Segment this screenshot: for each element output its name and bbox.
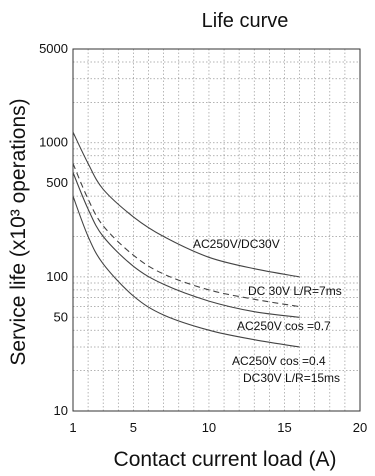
series-line-1 bbox=[72, 131, 300, 278]
grid-lines bbox=[72, 49, 361, 411]
annotation-dc30v-lr15ms: DC30V L/R=15ms bbox=[243, 371, 340, 385]
annotation-ac250v-cos07: AC250V cos =0.7 bbox=[237, 319, 331, 333]
series-line-2 bbox=[72, 163, 300, 308]
y-tick-labels: 10 50 100 500 1000 5000 bbox=[39, 41, 68, 418]
y-tick-label: 500 bbox=[46, 175, 68, 190]
x-tick-label: 10 bbox=[202, 420, 216, 435]
plot-frame bbox=[72, 48, 361, 412]
y-tick-label: 5000 bbox=[39, 41, 68, 56]
y-tick-label: 50 bbox=[54, 309, 68, 324]
x-tick-label: 20 bbox=[353, 420, 367, 435]
series-curves bbox=[72, 131, 300, 348]
x-tick-labels: 1 5 10 15 20 bbox=[69, 420, 367, 435]
x-axis-title: Contact current load (A) bbox=[114, 448, 337, 471]
annotation-dc30v-lr7ms: DC 30V L/R=7ms bbox=[248, 284, 342, 298]
y-tick-label: 1000 bbox=[39, 135, 68, 150]
series-line-4 bbox=[72, 195, 300, 348]
y-tick-label: 100 bbox=[46, 269, 68, 284]
chart-title: Life curve bbox=[202, 10, 289, 32]
series-line-3 bbox=[72, 172, 300, 318]
x-tick-label: 15 bbox=[277, 420, 291, 435]
annotation-ac250v-cos04: AC250V cos =0.4 bbox=[232, 354, 326, 368]
y-tick-label: 10 bbox=[54, 403, 68, 418]
y-axis-title: Service life (x10³ operations) bbox=[7, 98, 30, 365]
x-tick-label: 1 bbox=[69, 420, 76, 435]
annotation-ac250v-dc30v: AC250V/DC30V bbox=[193, 237, 280, 251]
x-tick-label: 5 bbox=[130, 420, 137, 435]
